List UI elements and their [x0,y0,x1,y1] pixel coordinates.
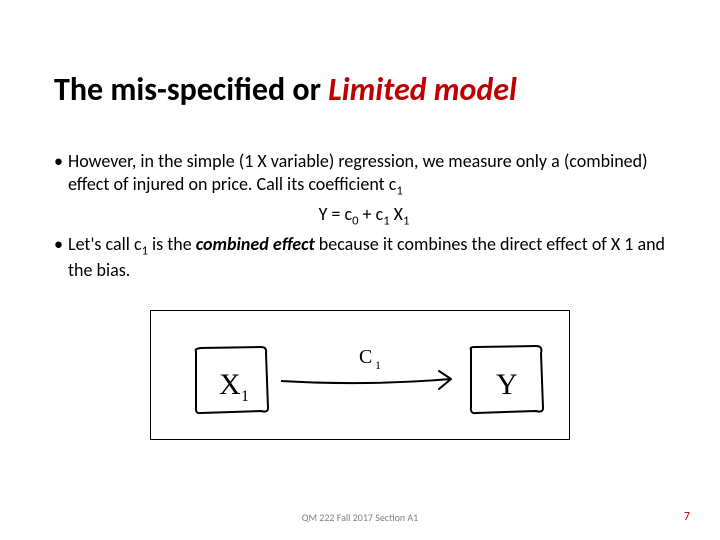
bullet-2-mid: is the [148,233,196,255]
eq-subx: 1 [403,213,409,228]
bullet-2-bold: combined effect [196,233,315,255]
title-part-1: The mis-specified or [54,70,328,109]
svg-text:X: X [219,368,241,401]
title-part-2: Limited model [328,70,517,109]
slide: The mis-specified or Limited model • How… [0,0,720,540]
eq-mid: + c [358,203,383,225]
bullet-2-text: Let's call c1 is the combined effect bec… [68,233,674,282]
bullet-2-pre: Let's call c [68,233,142,255]
bullet-marker: • [54,150,68,199]
bullet-1-text: However, in the simple (1 X variable) re… [68,150,674,199]
equation-line: Y = c0 + c1 X1 [54,203,674,229]
node-y: Y [471,346,543,413]
eq-pre: Y = c [319,203,353,225]
body-text: • However, in the simple (1 X variable) … [54,150,674,286]
svg-text:1: 1 [241,388,249,405]
bullet-2: • Let's call c1 is the combined effect b… [54,233,674,282]
node-x1: X 1 [196,347,268,413]
bullet-1-sub: 1 [396,183,402,198]
eq-post: X [390,203,403,225]
edge-x1-y: C 1 [281,346,451,389]
bullet-1: • However, in the simple (1 X variable) … [54,150,674,199]
footer-center: QM 222 Fall 2017 Section A1 [0,511,720,524]
bullet-marker: • [54,233,68,282]
svg-text:1: 1 [375,358,381,372]
svg-text:C: C [359,346,372,368]
diagram: X 1 Y C 1 [150,310,570,440]
slide-title: The mis-specified or Limited model [54,70,674,109]
bullet-1-main: However, in the simple (1 X variable) re… [68,150,648,195]
page-number: 7 [684,510,690,524]
svg-text:Y: Y [496,368,518,401]
diagram-svg: X 1 Y C 1 [151,311,571,441]
